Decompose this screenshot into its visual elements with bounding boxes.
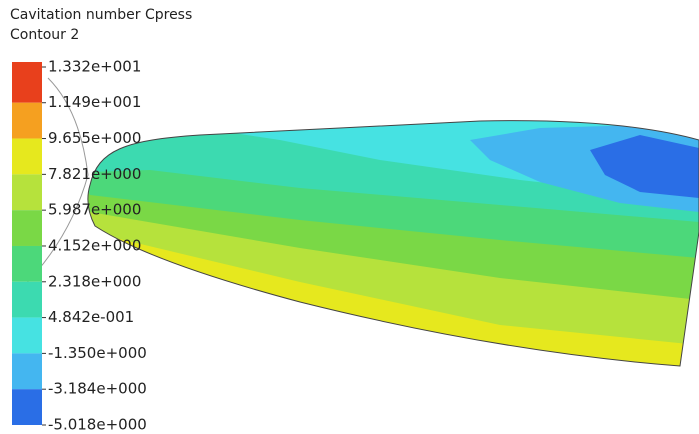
legend-band xyxy=(12,282,42,318)
legend-band xyxy=(12,210,42,246)
legend-band xyxy=(12,174,42,210)
legend-label: -1.350e+000 xyxy=(48,344,147,362)
legend-band xyxy=(12,246,42,282)
plot-title: Cavitation number Cpress xyxy=(10,7,192,23)
legend-band xyxy=(12,389,42,425)
legend-label: 1.332e+001 xyxy=(48,58,141,76)
plot-subtitle: Contour 2 xyxy=(10,27,79,43)
legend-label: 2.318e+000 xyxy=(48,272,141,290)
legend-label: -5.018e+000 xyxy=(48,416,147,434)
legend-label: 1.149e+001 xyxy=(48,93,141,111)
legend-band xyxy=(12,103,42,139)
legend-label: -3.184e+000 xyxy=(48,380,147,398)
legend-label: 4.842e-001 xyxy=(48,308,134,326)
legend-label: 7.821e+000 xyxy=(48,165,141,183)
legend-band xyxy=(12,139,42,175)
contour-plot: Cavitation number Cpress Contour 2 1.332… xyxy=(0,0,699,434)
legend-label: 5.987e+000 xyxy=(48,201,141,219)
legend-label: 4.152e+000 xyxy=(48,236,141,254)
legend-band xyxy=(12,62,42,103)
legend-label: 9.655e+000 xyxy=(48,129,141,147)
legend-band xyxy=(12,318,42,354)
legend-band xyxy=(12,353,42,389)
